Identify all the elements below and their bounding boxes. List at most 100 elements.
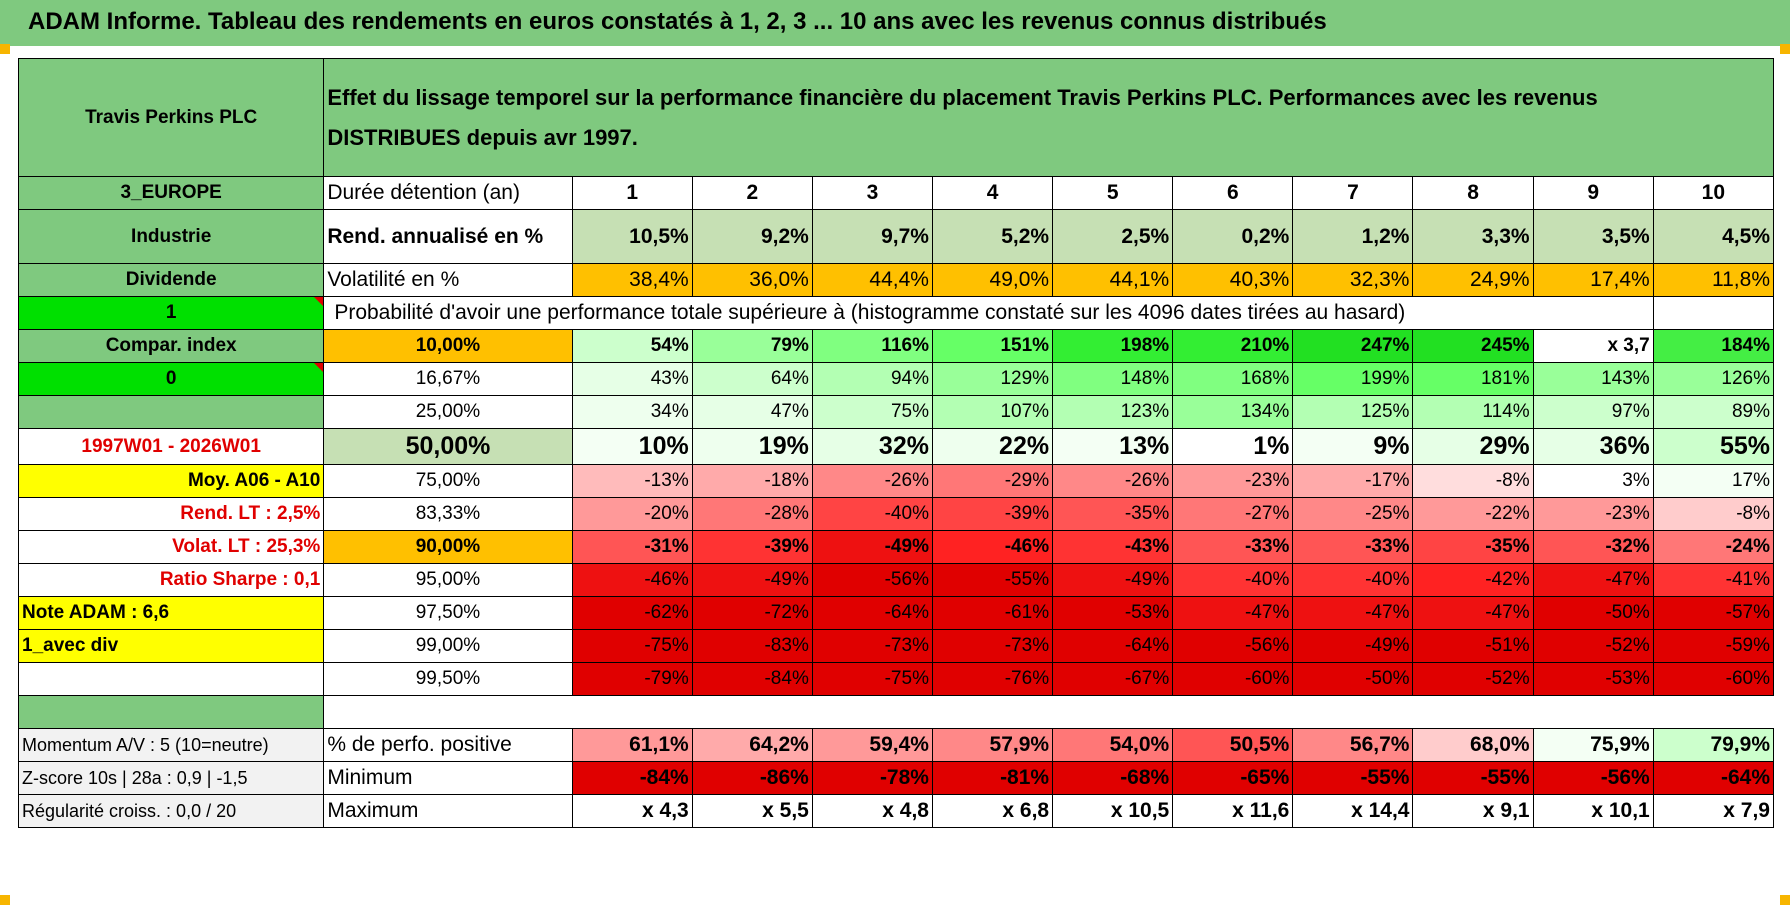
description-line-2: DISTRIBUES depuis avr 1997. bbox=[327, 124, 638, 150]
probability-value: 19% bbox=[691, 428, 813, 465]
probability-value: -26% bbox=[1052, 464, 1174, 498]
probability-value: -57% bbox=[1652, 596, 1775, 630]
probability-value: 13% bbox=[1052, 428, 1174, 465]
region-label: 3_EUROPE bbox=[17, 176, 325, 210]
probability-value: -23% bbox=[1532, 497, 1654, 531]
separator-blank bbox=[324, 696, 1774, 729]
footer-value: -78% bbox=[811, 761, 933, 795]
volatility-value: 44,4% bbox=[811, 263, 933, 297]
sharpe-ratio: Ratio Sharpe : 0,1 bbox=[17, 563, 325, 597]
footer-value: x 10,5 bbox=[1052, 794, 1174, 828]
footer-value: -64% bbox=[1652, 761, 1775, 795]
footer-value: 64,2% bbox=[691, 728, 813, 762]
footer-value: 59,4% bbox=[811, 728, 933, 762]
probability-value: 9% bbox=[1292, 428, 1414, 465]
probability-value: -8% bbox=[1652, 497, 1775, 531]
annualized-return: 9,2% bbox=[691, 209, 813, 264]
probability-value: -17% bbox=[1292, 464, 1414, 498]
probability-value: 184% bbox=[1652, 329, 1775, 363]
average-label: Moy. A06 - A10 bbox=[17, 464, 325, 498]
probability-value: 17% bbox=[1652, 464, 1775, 498]
volatility-value: 32,3% bbox=[1292, 263, 1414, 297]
duration-year: 10 bbox=[1652, 176, 1775, 210]
probability-value: -76% bbox=[931, 662, 1054, 696]
probability-value: -39% bbox=[931, 497, 1054, 531]
annualized-return: 0,2% bbox=[1172, 209, 1294, 264]
probability-row: Ratio Sharpe : 0,1 95,00% -46% -49% -56% -55%… bbox=[17, 563, 1775, 597]
volatility-value: 36,0% bbox=[691, 263, 813, 297]
probability-value: 125% bbox=[1292, 395, 1414, 429]
threshold-percent: 97,50% bbox=[323, 596, 573, 630]
probability-value: 54% bbox=[571, 329, 693, 363]
duration-year: 1 bbox=[571, 176, 693, 210]
probability-value: -40% bbox=[811, 497, 933, 531]
footer-rows: Momentum A/V : 5 (10=neutre)% de perfo. … bbox=[17, 728, 1775, 828]
probability-value: -50% bbox=[1532, 596, 1654, 630]
probability-value: -49% bbox=[1292, 629, 1414, 663]
probability-value: -53% bbox=[1052, 596, 1174, 630]
probability-value: 29% bbox=[1412, 428, 1534, 465]
selector-value: 1 bbox=[17, 296, 325, 330]
footer-value: x 9,1 bbox=[1412, 794, 1534, 828]
probability-value: -46% bbox=[571, 563, 693, 597]
footer-value: -68% bbox=[1052, 761, 1174, 795]
date-range: 1997W01 - 2026W01 bbox=[17, 428, 325, 465]
probability-row: 1997W01 - 2026W01 50,00% 10% 19% 32% 22% 13% 1%… bbox=[17, 428, 1775, 465]
duration-row: 3_EUROPE Durée détention (an) 1 2 3 4 5 6 7 8 9 10 bbox=[17, 176, 1775, 210]
footer-value: x 4,3 bbox=[571, 794, 693, 828]
probability-value: 148% bbox=[1052, 362, 1174, 396]
probability-rows: Compar. index 10,00% 54% 79% 116% 151% 198% 210… bbox=[17, 329, 1775, 696]
probability-value: -51% bbox=[1412, 629, 1534, 663]
probability-value: 10% bbox=[571, 428, 693, 465]
probability-value: 34% bbox=[571, 395, 693, 429]
blank-side bbox=[17, 395, 325, 429]
probability-value: -46% bbox=[931, 530, 1054, 564]
duration-year: 5 bbox=[1052, 176, 1174, 210]
probability-value: -27% bbox=[1172, 497, 1294, 531]
annualized-return: 3,3% bbox=[1412, 209, 1534, 264]
probability-value: -84% bbox=[691, 662, 813, 696]
probability-value: -59% bbox=[1652, 629, 1775, 663]
threshold-percent: 83,33% bbox=[323, 497, 573, 531]
probability-value: 89% bbox=[1652, 395, 1775, 429]
probability-value: 22% bbox=[931, 428, 1054, 465]
footer-value: -81% bbox=[931, 761, 1054, 795]
probability-value: -67% bbox=[1052, 662, 1174, 696]
probability-value: 64% bbox=[691, 362, 813, 396]
probability-value: -52% bbox=[1532, 629, 1654, 663]
threshold-percent: 25,00% bbox=[323, 395, 573, 429]
annualized-return: 10,5% bbox=[571, 209, 693, 264]
probability-value: -47% bbox=[1532, 563, 1654, 597]
probability-value: -79% bbox=[571, 662, 693, 696]
footer-indicator: Momentum A/V : 5 (10=neutre) bbox=[17, 728, 325, 762]
volatility-value: 24,9% bbox=[1412, 263, 1534, 297]
footer-value: -56% bbox=[1532, 761, 1654, 795]
corner-marker bbox=[0, 895, 10, 905]
probability-value: 114% bbox=[1412, 395, 1534, 429]
probability-value: -56% bbox=[811, 563, 933, 597]
probability-value: -64% bbox=[1052, 629, 1174, 663]
probability-value: -75% bbox=[811, 662, 933, 696]
footer-value: -55% bbox=[1292, 761, 1414, 795]
volatility-label: Volatilité en % bbox=[323, 263, 573, 297]
probability-header-row: 1 Probabilité d'avoir une performance tot… bbox=[17, 296, 1775, 330]
probability-value: 143% bbox=[1532, 362, 1654, 396]
probability-value: -33% bbox=[1172, 530, 1294, 564]
duration-year: 7 bbox=[1292, 176, 1414, 210]
annualized-return: 2,5% bbox=[1052, 209, 1174, 264]
probability-value: -56% bbox=[1172, 629, 1294, 663]
probability-value: -47% bbox=[1172, 596, 1294, 630]
volatility-row: Dividende Volatilité en % 38,4% 36,0% 44,4% 4… bbox=[17, 263, 1775, 297]
probability-value: 1% bbox=[1172, 428, 1294, 465]
volatility-value: 11,8% bbox=[1652, 263, 1775, 297]
probability-value: 151% bbox=[931, 329, 1054, 363]
annualized-return: 9,7% bbox=[811, 209, 933, 264]
probability-value: -26% bbox=[811, 464, 933, 498]
probability-value: 199% bbox=[1292, 362, 1414, 396]
probability-value: 32% bbox=[811, 428, 933, 465]
probability-row: Compar. index 10,00% 54% 79% 116% 151% 198% 210… bbox=[17, 329, 1775, 363]
annualized-return: 5,2% bbox=[931, 209, 1054, 264]
probability-value: -53% bbox=[1532, 662, 1654, 696]
annualized-return: 4,5% bbox=[1652, 209, 1775, 264]
probability-value: 181% bbox=[1412, 362, 1534, 396]
